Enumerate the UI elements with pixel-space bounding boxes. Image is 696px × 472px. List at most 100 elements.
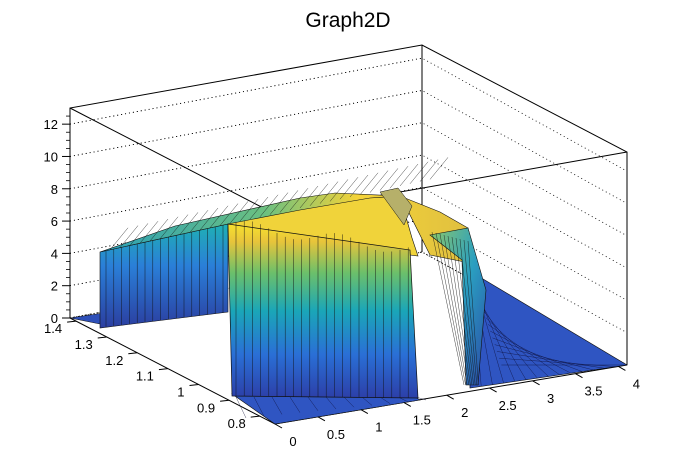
surface-mesh-line [379,168,399,191]
surface-mesh-line [179,212,199,235]
surface-mesh-line [289,188,309,211]
surface-mesh-line [271,396,283,415]
surface-front-wall [227,220,419,399]
surface-mesh-line [443,234,469,386]
surface-mesh-line [139,221,159,244]
surface-mesh-line [189,210,209,233]
surface-mesh-line [289,396,301,413]
surface-mesh-line [319,181,339,204]
z-tick-label: 10 [44,149,58,164]
y-tick-label: 0.8 [228,416,246,431]
surface-mesh-line [309,183,329,206]
surface-mesh-line [499,358,616,367]
surface-mesh-line [343,396,355,408]
surface-mesh-line [494,344,594,371]
x-tick-label: 3 [547,391,554,406]
surface-mesh-line [439,233,468,386]
x-tick-label: 1 [375,420,382,435]
surface-mesh-line [359,172,379,195]
surface-mesh-line [209,205,229,228]
y-tick-label: 1.1 [136,369,154,384]
z-grid-line [69,90,628,204]
surface-mesh-line [379,396,391,404]
z-grid-line-left [69,90,423,157]
surface-mesh-line [467,240,479,386]
surface-mesh-line [239,199,259,222]
x-tick-label: 4 [633,376,640,391]
surface-mesh-line [119,225,139,248]
x-tick-mark [618,366,626,371]
surface-mesh-line [389,166,409,189]
y-tick-label: 1.2 [105,353,123,368]
x-tick-label: 3.5 [584,384,602,399]
surface-mesh-line [429,157,449,180]
z-grid-line [69,57,628,172]
surface-mesh-line [249,196,269,220]
surface-mesh-line [325,396,337,410]
z-tick-label: 0 [51,311,58,326]
surface-mesh-line [269,192,289,215]
x-tick-mark [274,423,283,429]
x-tick-label: 0 [289,434,296,449]
surface-mesh-line [279,190,299,213]
surface-mesh-line [399,163,419,187]
z-tick-label: 8 [51,182,58,197]
surface-mesh-line [109,227,129,250]
surface-mesh-line [349,174,369,198]
surface-mesh-line [219,203,239,226]
x-tick-label: 0.5 [327,427,345,442]
surface-mesh-line [409,161,429,184]
z-tick-label: 12 [44,117,58,132]
surface-mesh-line [329,179,349,202]
surface-drop-off [429,227,487,386]
z-tick-label: 4 [51,246,58,261]
y-tick-mark [158,368,168,371]
y-tick-mark [220,399,230,402]
y-tick-label: 1.4 [44,321,62,336]
y-tick-mark [97,336,107,339]
surface-mesh-line [299,185,319,209]
surface-mesh-line [447,235,471,386]
surface-mesh-line [339,177,359,200]
surface-mesh-line [435,232,466,386]
y-tick-label: 1.3 [75,337,93,352]
y-tick-mark [128,352,138,355]
x-tick-mark [532,380,540,386]
surface-mesh-line [451,236,473,386]
z-tick-label: 2 [51,279,58,294]
surface-mesh-line [369,170,389,193]
z-grid-line-left [69,122,423,190]
x-tick-mark [446,394,454,400]
z-grid-line-left [69,57,423,125]
surface-mesh-line [455,237,474,386]
x-tick-mark [403,401,412,407]
surface-mesh-line [481,303,527,380]
y-tick-mark [67,320,77,323]
z-tick-label: 6 [51,214,58,229]
surface-mesh-line [496,351,605,369]
x-axis: 0 0.5 1 1.5 2 2.5 3 3.5 4 [274,366,640,449]
x-tick-label: 1.5 [413,412,431,427]
x-tick-label: 2.5 [499,398,517,413]
surface-mesh-line [169,214,189,237]
surface-mesh-line [459,238,476,386]
surface-mesh-line [159,216,179,239]
surface-back-wall [99,223,229,329]
surface-mesh-line [307,396,319,411]
surface-mesh-line [235,396,247,419]
surface-mesh-line [419,159,439,182]
y-tick-mark [250,415,260,418]
z-axis: 0 2 4 6 8 10 12 [44,115,70,326]
surface-mesh-line [253,396,265,417]
surface-mesh-line [361,396,373,406]
surface-mesh-line [199,207,219,231]
chart-title: Graph2D [305,9,390,32]
surface-mesh-line [478,297,516,382]
surface-mesh-line [463,239,477,386]
y-axis: 0.8 0.9 1 1.1 1.2 1.3 1.4 [44,320,260,431]
surface-mesh-line [149,218,169,242]
surface-mesh-line [431,231,465,386]
y-tick-label: 0.9 [197,400,215,415]
surface-plateau-top [99,157,469,263]
